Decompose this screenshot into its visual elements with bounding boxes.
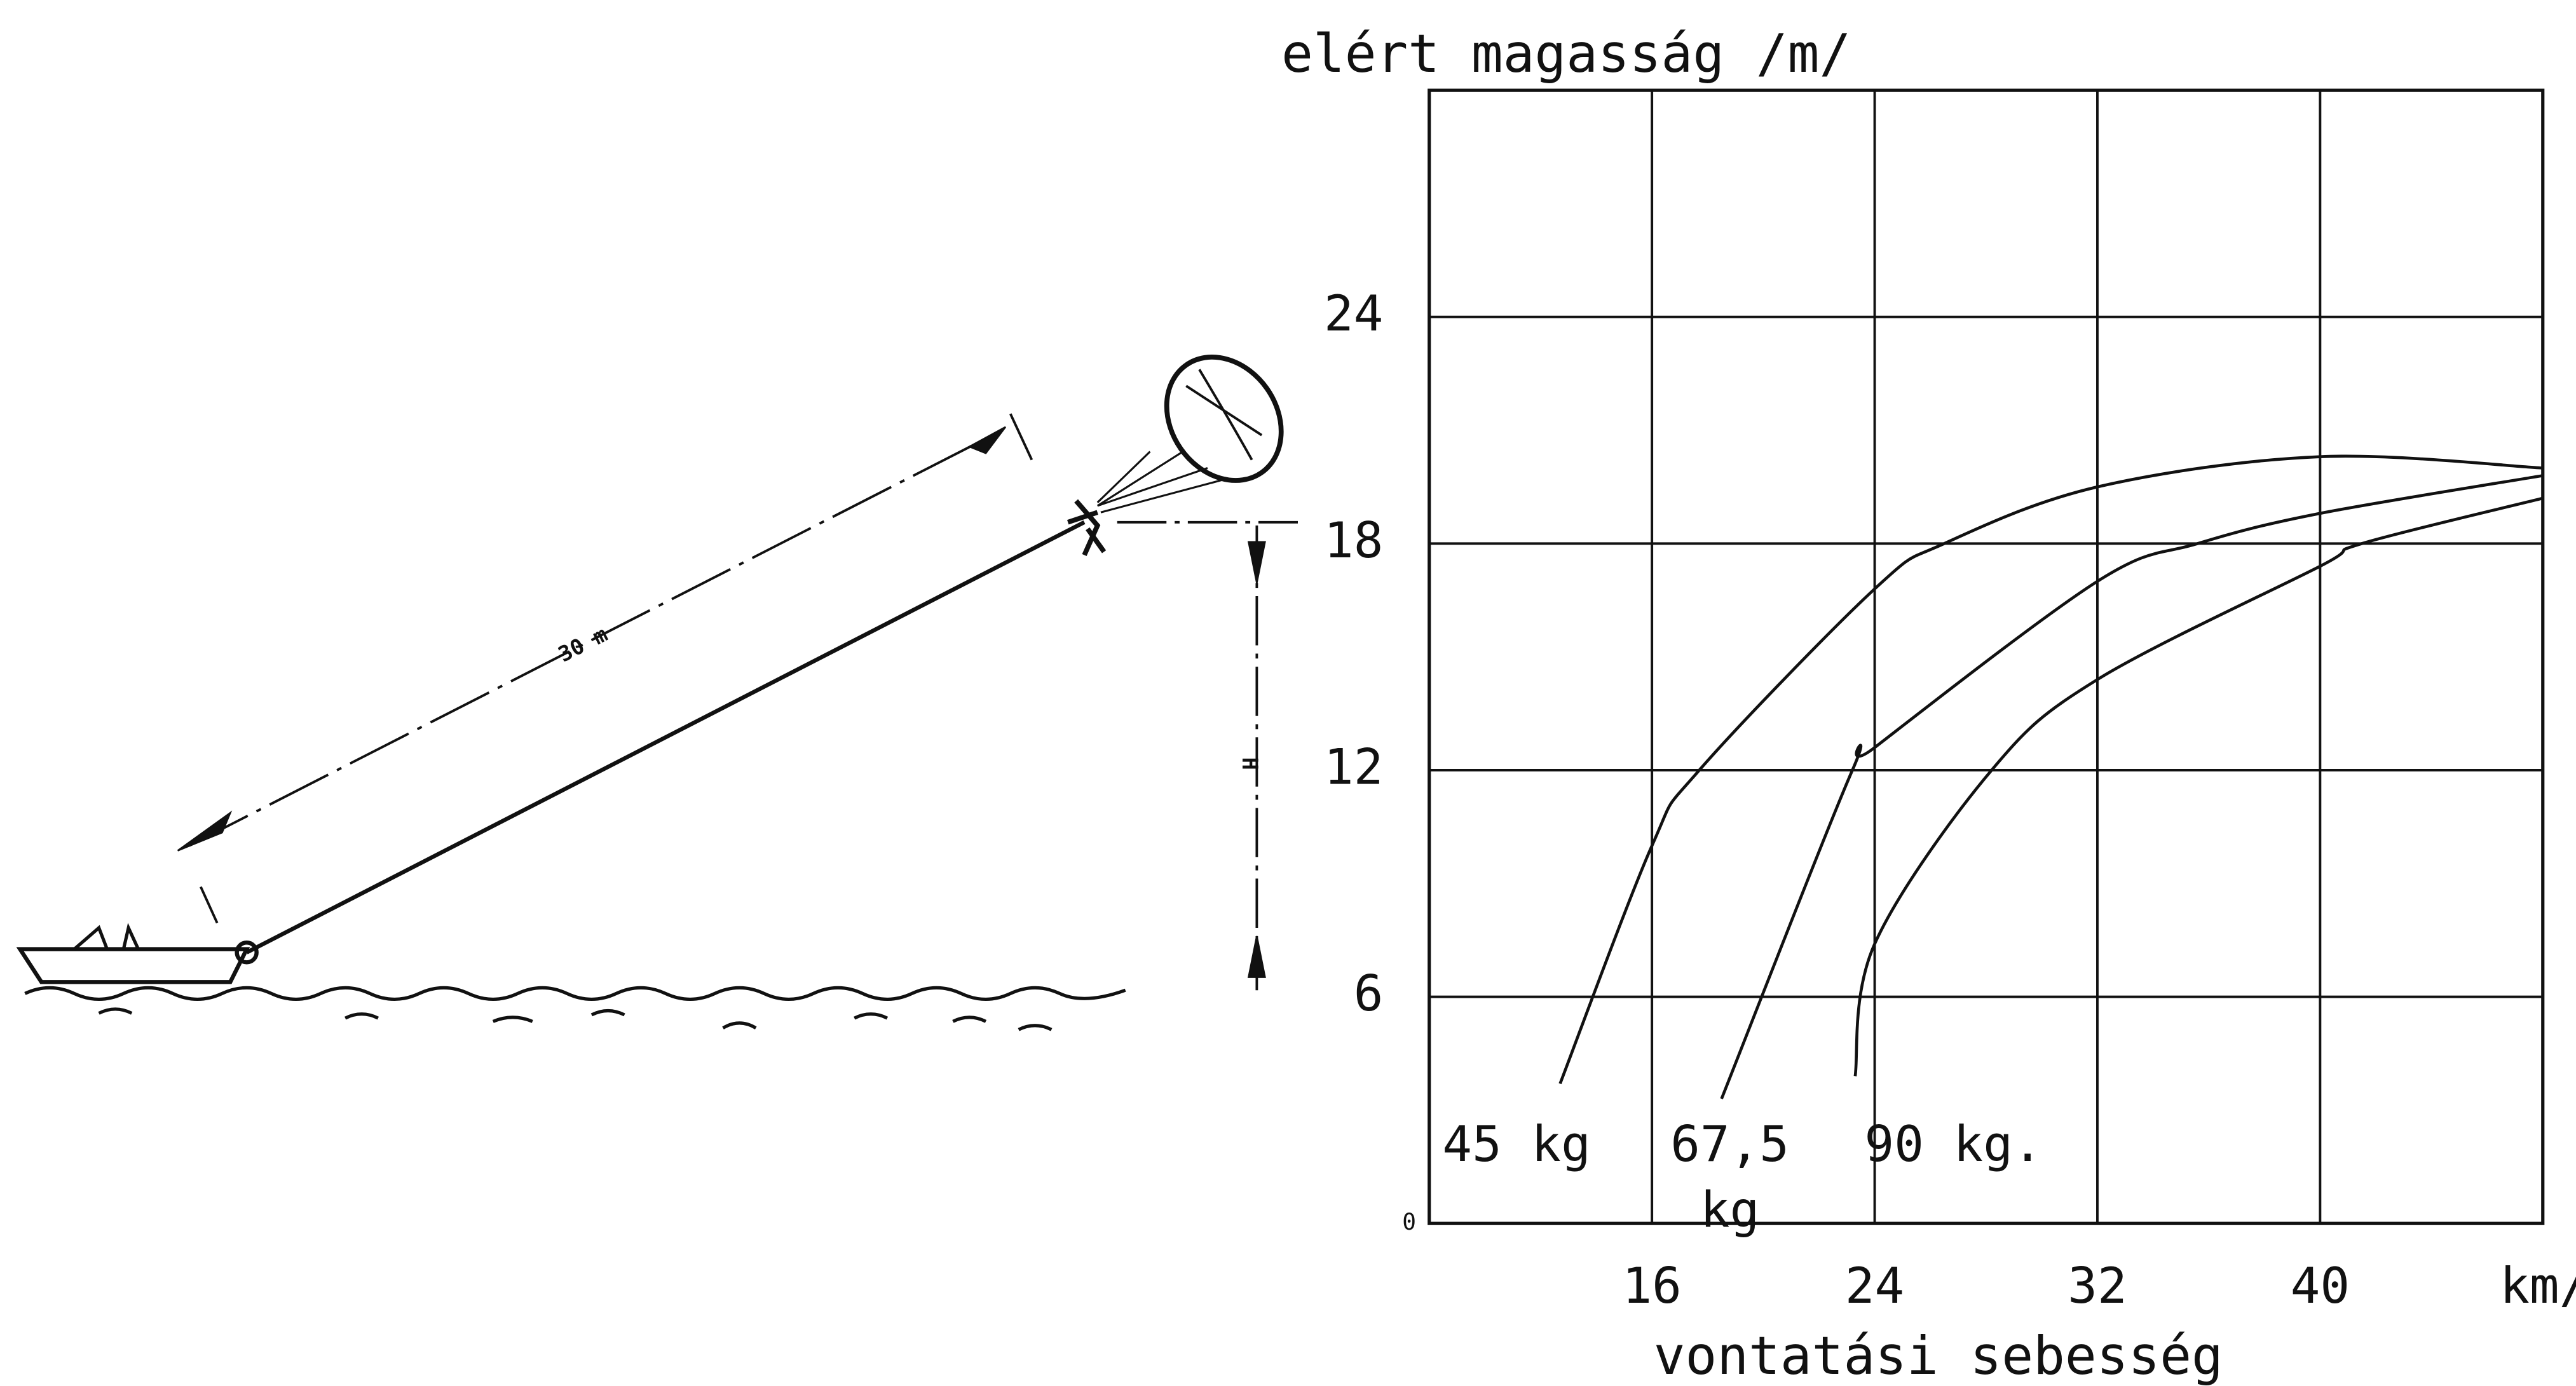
- parachute: [1164, 355, 1284, 483]
- parachute-lines: [1096, 451, 1225, 513]
- series-label: 67,5 kg: [1670, 1117, 1789, 1240]
- y-tick-label: 12: [1324, 738, 1383, 796]
- boat: [16, 947, 250, 984]
- y-tick-label: 0: [1402, 1208, 1416, 1235]
- y-tick-label: 6: [1354, 965, 1384, 1023]
- x-tick-label: km/ó: [2500, 1258, 2576, 1315]
- boat-people: [73, 923, 140, 951]
- x-tick-label: 24: [1845, 1258, 1904, 1315]
- y-tick-label: 24: [1324, 285, 1383, 343]
- height-label: H: [1237, 758, 1262, 770]
- series-label-box: 45 kg: [1442, 1117, 1591, 1174]
- x-tick-label: 16: [1622, 1258, 1681, 1315]
- x-axis-label: vontatási sebesség: [1654, 1325, 2223, 1386]
- x-tick-label: 40: [2291, 1258, 2350, 1315]
- y-tick-label: 18: [1324, 512, 1383, 569]
- arrow-head: [177, 810, 233, 852]
- arrow-head: [967, 426, 1007, 454]
- series-label-box: 67,5 kg: [1670, 1117, 1789, 1240]
- rope: [245, 520, 1086, 955]
- series-line: [1720, 474, 2544, 1099]
- extension-line: [1009, 413, 1033, 461]
- rider: [1067, 499, 1107, 557]
- water: [24, 986, 1126, 1002]
- waves: [98, 1007, 1053, 1031]
- parachute-panels: [1185, 369, 1263, 461]
- extension-line: [200, 886, 219, 924]
- tow-hook: [235, 941, 259, 965]
- series-label: 90 kg.: [1864, 1117, 2043, 1174]
- illustration: [16, 355, 1298, 1031]
- series-line: [1558, 454, 2543, 1085]
- series-label-box: 90 kg.: [1864, 1117, 2043, 1174]
- series-label: 45 kg: [1442, 1117, 1591, 1174]
- chart-title: elért magasság /m/: [1281, 23, 1851, 85]
- dimension-line: [188, 429, 1003, 847]
- arrow-head: [1247, 541, 1266, 978]
- x-tick-label: 32: [2068, 1258, 2127, 1315]
- series-line: [1853, 496, 2544, 1077]
